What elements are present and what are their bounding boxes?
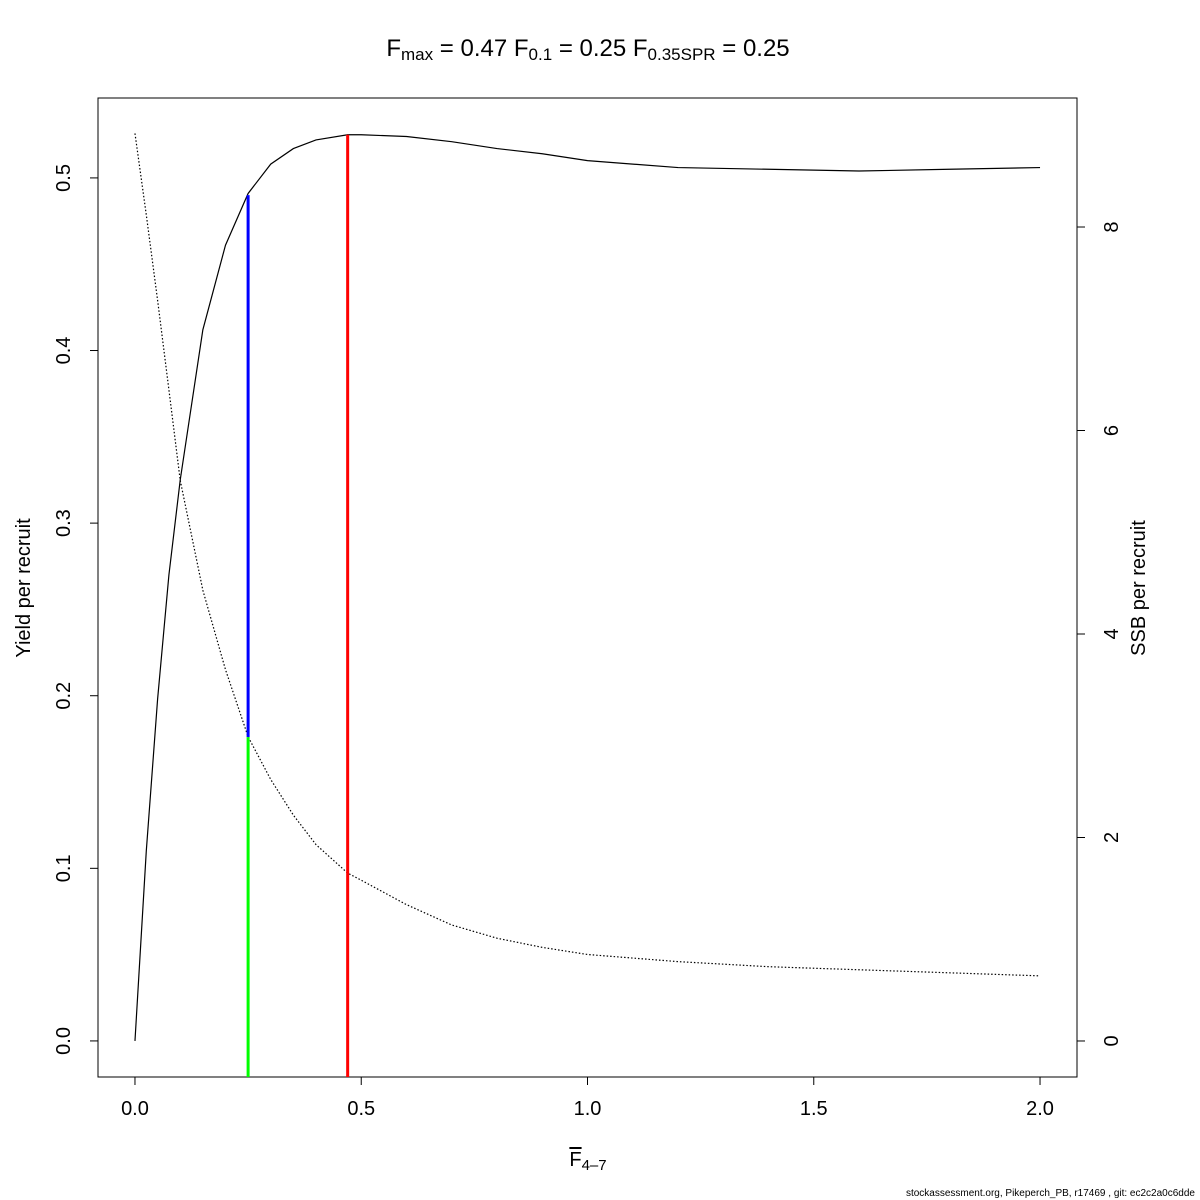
x-tick-label: 0.5 — [347, 1098, 375, 1120]
title-segment: 0.1 — [529, 45, 553, 64]
x-axis-label: F4–7 — [569, 1149, 606, 1174]
y-tick-label: 0.4 — [53, 337, 75, 365]
x-tick-label: 0.0 — [121, 1098, 149, 1120]
y2-tick-label: 8 — [1101, 221, 1123, 232]
title-segment: = 0.47 F — [433, 35, 528, 62]
y-tick-label: 0.3 — [53, 509, 75, 537]
x-tick-label: 2.0 — [1026, 1098, 1054, 1120]
y2-tick-label: 2 — [1101, 832, 1123, 843]
title-segment: 0.35SPR — [648, 45, 716, 64]
x-label-segment: F — [569, 1149, 581, 1171]
footer: stockassessment.org, Pikeperch_PB, r1746… — [906, 1188, 1195, 1199]
y2-axis-label: SSB per recruit — [1128, 520, 1150, 656]
title-segment: = 0.25 F — [552, 35, 647, 62]
series-line — [134, 133, 1041, 977]
chart-title: Fmax = 0.47 F0.1 = 0.25 F0.35SPR = 0.25 — [386, 35, 789, 64]
y-tick-label: 0.1 — [53, 854, 75, 882]
y-axis-label: Yield per recruit — [13, 518, 35, 658]
plot-frame — [97, 97, 1078, 1078]
x-tick-label: 1.0 — [574, 1098, 602, 1120]
y2-tick-label: 4 — [1101, 628, 1123, 639]
title-segment: = 0.25 — [716, 35, 790, 62]
x-label-segment: 4–7 — [582, 1157, 607, 1174]
y2-tick-label: 6 — [1101, 425, 1123, 436]
y-tick-label: 0.2 — [53, 682, 75, 710]
series-line — [134, 134, 1041, 1041]
title-segment: F — [386, 35, 401, 62]
y2-tick-label: 0 — [1101, 1035, 1123, 1046]
y-tick-label: 0.5 — [53, 164, 75, 192]
title-segment: max — [401, 45, 434, 64]
x-tick-label: 1.5 — [800, 1098, 828, 1120]
y-tick-label: 0.0 — [53, 1027, 75, 1055]
